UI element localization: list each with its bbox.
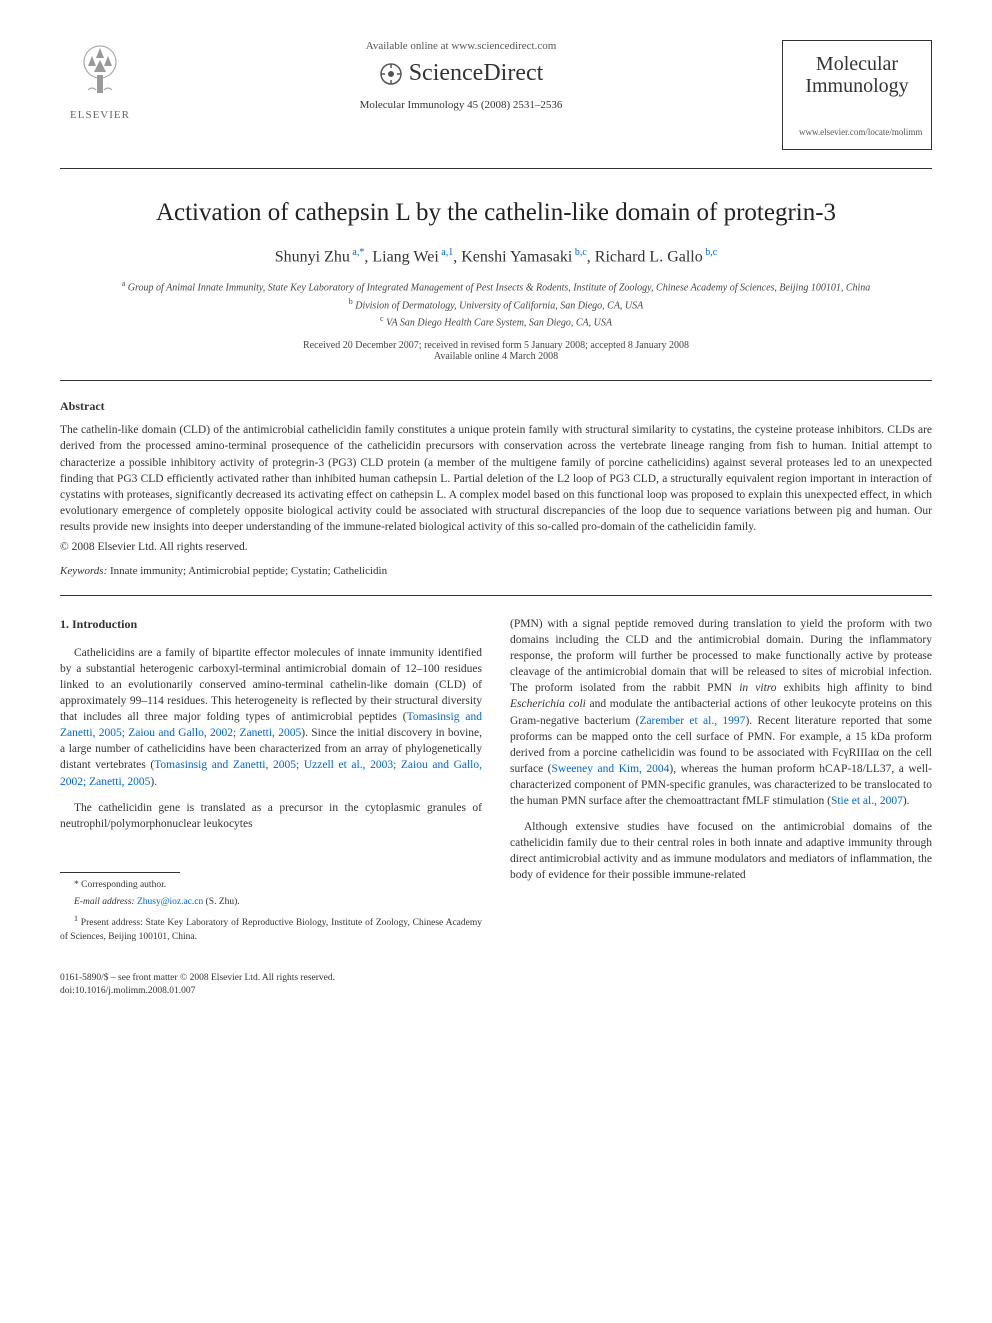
intro-para-2: The cathelicidin gene is translated as a… [60,800,482,832]
footnote-corresponding: * Corresponding author. [60,879,482,892]
column-left: 1. Introduction Cathelicidins are a fami… [60,616,482,948]
author-4: Richard L. Gallo [595,248,703,265]
author-3: Kenshi Yamasaki [461,248,572,265]
elsevier-label: ELSEVIER [60,109,140,121]
affiliation-a: Group of Animal Innate Immunity, State K… [128,283,871,294]
keywords: Keywords: Innate immunity; Antimicrobial… [60,565,932,577]
keywords-text: Innate immunity; Antimicrobial peptide; … [110,565,387,577]
journal-title-line1: Molecular [816,53,898,75]
sciencedirect-brand: ScienceDirect [160,60,762,87]
author-2: Liang Wei [372,248,438,265]
intro-para-1: Cathelicidins are a family of bipartite … [60,645,482,790]
email-who: (S. Zhu). [206,897,240,907]
intro-heading: 1. Introduction [60,616,482,633]
keywords-label: Keywords: [60,565,107,577]
rule-after-dates [60,380,932,381]
footnote-present-sup: 1 [74,914,78,923]
column-right: (PMN) with a signal peptide removed duri… [510,616,932,948]
email-label: E-mail address: [74,897,135,907]
elsevier-tree-icon [70,40,130,100]
email-link[interactable]: Zhusy@ioz.ac.cn [137,897,203,907]
abstract-heading: Abstract [60,399,932,414]
abstract-copyright: © 2008 Elsevier Ltd. All rights reserved… [60,541,932,553]
intro-para-3: Although extensive studies have focused … [510,819,932,883]
journal-url: www.elsevier.com/locate/molimm [799,127,915,137]
footnote-email: E-mail address: Zhusy@ioz.ac.cn (S. Zhu)… [60,896,482,909]
author-1: Shunyi Zhu [275,248,350,265]
elsevier-logo: ELSEVIER [60,40,140,121]
affiliations: a Group of Animal Innate Immunity, State… [60,278,932,330]
sciencedirect-icon [379,62,403,86]
journal-box: Molecular Immunology www.elsevier.com/lo… [782,40,932,150]
dates-line1: Received 20 December 2007; received in r… [303,340,689,351]
article-title: Activation of cathepsin L by the catheli… [60,199,932,227]
journal-reference: Molecular Immunology 45 (2008) 2531–2536 [160,99,762,111]
rule-after-keywords [60,595,932,596]
footer-doi: doi:10.1016/j.molimm.2008.01.007 [60,985,932,998]
footnotes: * Corresponding author. E-mail address: … [60,879,482,944]
footnote-present-text: Present address: State Key Laboratory of… [60,919,482,942]
affiliation-b: Division of Dermatology, University of C… [355,300,643,311]
intro-para-2-cont: (PMN) with a signal peptide removed duri… [510,616,932,809]
journal-title-line2: Immunology [805,75,908,97]
available-online-text: Available online at www.sciencedirect.co… [160,40,762,52]
author-2-affil: a,1 [439,247,453,258]
in-vitro: in vitro [739,682,776,694]
ref-link-5[interactable]: Stie et al., 2007 [831,795,903,807]
author-1-affil: a, [350,247,359,258]
footnote-present: 1 Present address: State Key Laboratory … [60,913,482,944]
footer-issn: 0161-5890/$ – see front matter © 2008 El… [60,972,932,985]
footnote-rule [60,872,180,873]
author-4-affil: b,c [703,247,717,258]
ref-link-4[interactable]: Sweeney and Kim, 2004 [552,763,670,775]
rule-top [60,168,932,169]
abstract-text: The cathelin-like domain (CLD) of the an… [60,422,932,535]
affiliation-c: VA San Diego Health Care System, San Die… [386,317,612,328]
journal-title: Molecular Immunology [799,53,915,97]
authors: Shunyi Zhu a,*, Liang Wei a,1, Kenshi Ya… [60,247,932,266]
article-dates: Received 20 December 2007; received in r… [60,340,932,362]
dates-line2: Available online 4 March 2008 [434,351,558,362]
author-3-affil: b,c [572,247,586,258]
author-1-corr: * [359,247,364,258]
sciencedirect-text: ScienceDirect [409,60,544,87]
body-columns: 1. Introduction Cathelicidins are a fami… [60,616,932,948]
ref-link-3[interactable]: Zarember et al., 1997 [639,715,745,727]
center-header: Available online at www.sciencedirect.co… [140,40,782,111]
header-row: ELSEVIER Available online at www.science… [60,40,932,150]
e-coli: Escherichia coli [510,698,586,710]
page-footer: 0161-5890/$ – see front matter © 2008 El… [60,972,932,999]
